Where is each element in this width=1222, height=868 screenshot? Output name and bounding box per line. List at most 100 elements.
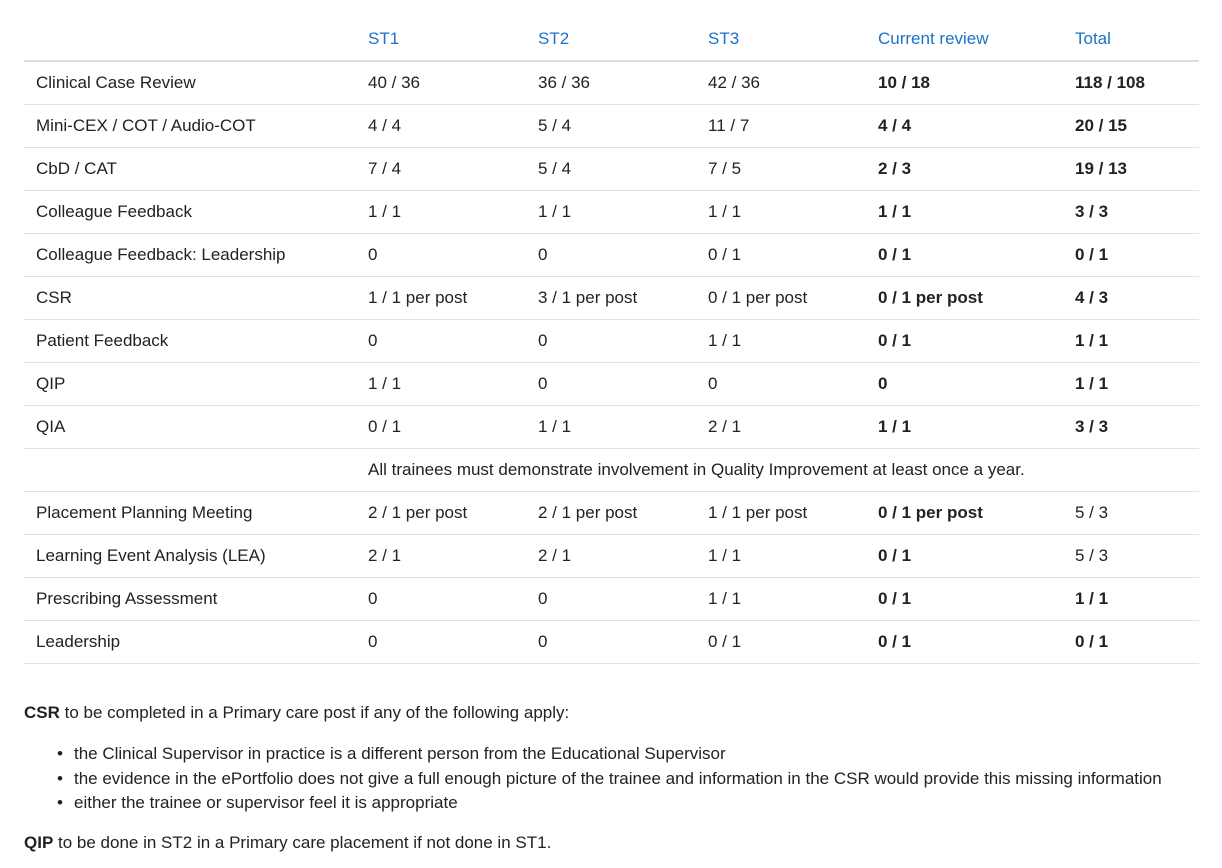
- progress-table: ST1 ST2 ST3 Current review Total Clinica…: [24, 18, 1199, 664]
- cell-st2: 1 / 1: [526, 405, 696, 449]
- table-body: Clinical Case Review 40 / 36 36 / 36 42 …: [24, 61, 1199, 664]
- header-label-blank: [24, 18, 356, 62]
- cell-st3: 42 / 36: [696, 61, 866, 105]
- row-label: Colleague Feedback: [24, 190, 356, 234]
- cell-st2: 0: [526, 620, 696, 664]
- cell-st3: 0 / 1 per post: [696, 276, 866, 320]
- table-row: Placement Planning Meeting 2 / 1 per pos…: [24, 491, 1199, 535]
- list-item-text: the Clinical Supervisor in practice is a…: [74, 744, 726, 763]
- cell-total: 1 / 1: [1063, 319, 1199, 363]
- row-label: Leadership: [24, 620, 356, 664]
- csr-note-text: to be completed in a Primary care post i…: [59, 703, 570, 722]
- quality-improvement-note: All trainees must demonstrate involvemen…: [356, 448, 1199, 492]
- cell-st2: 5 / 4: [526, 104, 696, 148]
- list-item-text: the evidence in the ePortfolio does not …: [74, 768, 1162, 788]
- qip-note: QIP to be done in ST2 in a Primary care …: [24, 830, 1199, 856]
- table-row: Leadership 0 0 0 / 1 0 / 1 0 / 1: [24, 620, 1199, 664]
- cell-total: 19 / 13: [1063, 147, 1199, 191]
- cell-st3: 1 / 1: [696, 577, 866, 621]
- cell-st3: 0: [696, 362, 866, 406]
- table-row: Colleague Feedback 1 / 1 1 / 1 1 / 1 1 /…: [24, 190, 1199, 234]
- cell-total: 1 / 1: [1063, 362, 1199, 406]
- table-row: QIA 0 / 1 1 / 1 2 / 1 1 / 1 3 / 3: [24, 405, 1199, 449]
- cell-st2: 2 / 1 per post: [526, 491, 696, 535]
- row-label: Placement Planning Meeting: [24, 491, 356, 535]
- csr-conditions-list: • the Clinical Supervisor in practice is …: [24, 742, 1199, 816]
- cell-current: 0 / 1: [866, 233, 1063, 277]
- row-label: Colleague Feedback: Leadership: [24, 233, 356, 277]
- cell-total: 4 / 3: [1063, 276, 1199, 320]
- cell-current: 1 / 1: [866, 190, 1063, 234]
- cell-st3: 1 / 1: [696, 534, 866, 578]
- list-item: • either the trainee or supervisor feel i…: [57, 791, 1199, 816]
- cell-current: 0: [866, 362, 1063, 406]
- cell-st2: 0: [526, 233, 696, 277]
- row-label: Patient Feedback: [24, 319, 356, 363]
- cell-st1: 7 / 4: [356, 147, 526, 191]
- cell-current: 1 / 1: [866, 405, 1063, 449]
- cell-st1: 0 / 1: [356, 405, 526, 449]
- cell-st3: 0 / 1: [696, 233, 866, 277]
- qip-term: QIP: [24, 832, 54, 852]
- cell-st2: 3 / 1 per post: [526, 276, 696, 320]
- cell-total: 3 / 3: [1063, 190, 1199, 234]
- cell-total: 0 / 1: [1063, 620, 1199, 664]
- cell-st1: 0: [356, 577, 526, 621]
- cell-total: 1 / 1: [1063, 577, 1199, 621]
- footnotes: CSR to be completed in a Primary care po…: [24, 700, 1199, 856]
- cell-current: 0 / 1: [866, 620, 1063, 664]
- quality-improvement-note-row: All trainees must demonstrate involvemen…: [24, 448, 1199, 492]
- cell-st2: 1 / 1: [526, 190, 696, 234]
- cell-st3: 1 / 1 per post: [696, 491, 866, 535]
- row-label: CSR: [24, 276, 356, 320]
- cell-total: 5 / 3: [1063, 491, 1199, 535]
- list-item-text: either the trainee or supervisor feel it…: [74, 793, 458, 812]
- progress-table-wrapper: ST1 ST2 ST3 Current review Total Clinica…: [24, 18, 1199, 664]
- cell-st1: 4 / 4: [356, 104, 526, 148]
- bullet-icon: •: [57, 744, 63, 763]
- cell-st3: 7 / 5: [696, 147, 866, 191]
- table-row: QIP 1 / 1 0 0 0 1 / 1: [24, 362, 1199, 406]
- table-row: Learning Event Analysis (LEA) 2 / 1 2 / …: [24, 534, 1199, 578]
- cell-current: 0 / 1 per post: [866, 276, 1063, 320]
- cell-st1: 2 / 1 per post: [356, 491, 526, 535]
- row-label: Mini-CEX / COT / Audio-COT: [24, 104, 356, 148]
- header-row: ST1 ST2 ST3 Current review Total: [24, 18, 1199, 62]
- cell-st2: 0: [526, 577, 696, 621]
- table-row: Colleague Feedback: Leadership 0 0 0 / 1…: [24, 233, 1199, 277]
- cell-st1: 2 / 1: [356, 534, 526, 578]
- cell-st2: 2 / 1: [526, 534, 696, 578]
- cell-st3: 1 / 1: [696, 190, 866, 234]
- cell-current: 0 / 1 per post: [866, 491, 1063, 535]
- table-header: ST1 ST2 ST3 Current review Total: [24, 18, 1199, 62]
- list-item: • the evidence in the ePortfolio does not…: [57, 767, 1199, 792]
- row-label: Learning Event Analysis (LEA): [24, 534, 356, 578]
- row-label: Prescribing Assessment: [24, 577, 356, 621]
- cell-current: 2 / 3: [866, 147, 1063, 191]
- cell-st1: 0: [356, 233, 526, 277]
- cell-st1: 40 / 36: [356, 61, 526, 105]
- bullet-icon: •: [57, 768, 63, 788]
- cell-st1: 1 / 1 per post: [356, 276, 526, 320]
- cell-st1: 1 / 1: [356, 362, 526, 406]
- list-item: • the Clinical Supervisor in practice is …: [57, 742, 1199, 767]
- table-row: Patient Feedback 0 0 1 / 1 0 / 1 1 / 1: [24, 319, 1199, 363]
- cell-st3: 11 / 7: [696, 104, 866, 148]
- table-row: CbD / CAT 7 / 4 5 / 4 7 / 5 2 / 3 19 / 1…: [24, 147, 1199, 191]
- table-row: Mini-CEX / COT / Audio-COT 4 / 4 5 / 4 1…: [24, 104, 1199, 148]
- csr-term: CSR: [24, 703, 60, 722]
- cell-total: 0 / 1: [1063, 233, 1199, 277]
- table-row: Clinical Case Review 40 / 36 36 / 36 42 …: [24, 61, 1199, 105]
- cell-current: 10 / 18: [866, 61, 1063, 105]
- cell-st1: 1 / 1: [356, 190, 526, 234]
- cell-st1: 0: [356, 620, 526, 664]
- header-st1: ST1: [356, 18, 526, 62]
- header-current-review: Current review: [866, 18, 1063, 62]
- csr-note: CSR to be completed in a Primary care po…: [24, 700, 1199, 726]
- row-label: CbD / CAT: [24, 147, 356, 191]
- cell-current: 0 / 1: [866, 534, 1063, 578]
- header-total: Total: [1063, 18, 1199, 62]
- cell-st3: 1 / 1: [696, 319, 866, 363]
- cell-current: 0 / 1: [866, 319, 1063, 363]
- qip-note-text: to be done in ST2 in a Primary care plac…: [53, 832, 552, 852]
